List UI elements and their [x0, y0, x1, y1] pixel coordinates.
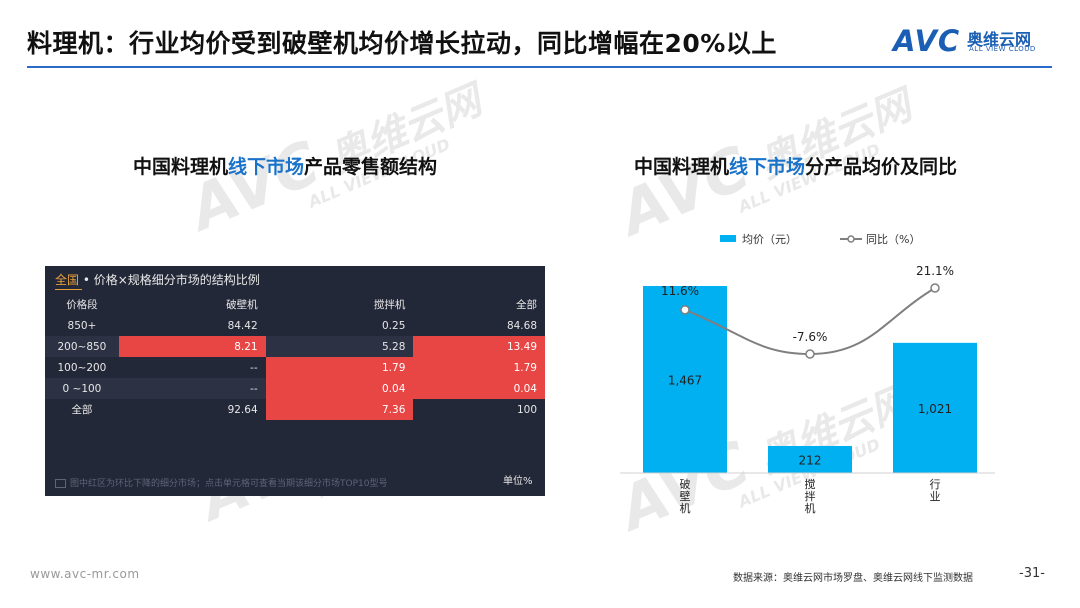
structure-table: 价格段 破壁机 搅拌机 全部 850+ 84.42 0.25 84.68 200~850…	[45, 294, 545, 420]
table-row: 200~850 8.21 5.28 13.49	[45, 336, 545, 357]
table-row: 全部 92.64 7.36 100	[45, 399, 545, 420]
yoy-point	[680, 305, 690, 315]
col-header: 搅拌机	[373, 299, 406, 311]
row-label: 100~200	[57, 361, 107, 374]
table-cell[interactable]: 0.25	[382, 319, 406, 332]
legend-bar-swatch	[720, 235, 736, 242]
bar-value-label: 1,467	[668, 374, 702, 388]
page-title: 料理机：行业均价受到破壁机均价增长拉动，同比增幅在20%以上	[27, 29, 777, 58]
table-cell[interactable]: 84.68	[506, 319, 537, 332]
legend-line-label: 同比（%）	[866, 233, 920, 246]
right-chart-title: 中国料理机线下市场分产品均价及同比	[634, 156, 958, 178]
col-header: 破壁机	[226, 299, 258, 311]
table-cell[interactable]: 92.64	[227, 403, 258, 416]
yoy-label: -7.6%	[793, 330, 828, 344]
table-cell[interactable]: 84.42	[227, 319, 258, 332]
category-label: 破壁机	[680, 477, 691, 515]
logo-cn: 奥维云网	[967, 30, 1032, 49]
legend-line-marker	[847, 235, 855, 243]
yoy-label: 11.6%	[661, 284, 699, 298]
col-header: 全部	[516, 299, 537, 311]
structure-panel: 全国 • 价格×规格细分市场的结构比例 价格段 破壁机 搅拌机 全部 850+ 8…	[45, 266, 545, 496]
table-cell[interactable]: --	[118, 378, 266, 399]
data-source: 数据来源：奥维云网市场罗盘、奥维云网线下监测数据	[733, 573, 973, 584]
table-header-row: 价格段 破壁机 搅拌机 全部	[45, 294, 545, 315]
bar	[768, 445, 852, 473]
table-cell[interactable]: 100	[516, 403, 537, 416]
price-chart: 均价（元） 同比（%） 1,467 212 1,021 破壁机 搅拌机 行业 11.6% -7.6…	[620, 233, 995, 515]
row-label: 全部	[71, 404, 93, 416]
bar	[893, 342, 977, 473]
logo-en: ALL VIEW CLOUD	[969, 45, 1036, 53]
table-cell[interactable]: 0.04	[265, 378, 414, 399]
table-cell[interactable]: 13.49	[413, 336, 545, 357]
avc-logo: AVC 奥维云网 ALL VIEW CLOUD	[893, 24, 1055, 58]
bar	[643, 286, 727, 473]
row-label: 850+	[67, 319, 97, 332]
region-selector[interactable]: 全国	[55, 273, 80, 287]
table-cell[interactable]: 8.21	[118, 336, 266, 357]
unit-label: 单位%	[503, 476, 533, 487]
yoy-point	[930, 283, 940, 293]
category-label: 搅拌机	[805, 477, 816, 515]
comment-icon	[55, 479, 66, 488]
logo-mark: AVC	[893, 24, 961, 58]
bar-value-label: 212	[799, 453, 822, 467]
panel-footnote: 图中红区为环比下降的细分市场；点击单元格可查看当期该细分市场TOP10型号	[55, 476, 387, 489]
legend-bar-label: 均价（元）	[742, 233, 797, 246]
page-number: -31-	[1019, 566, 1045, 581]
panel-title: • 价格×规格细分市场的结构比例	[79, 273, 260, 287]
yoy-label: 21.1%	[916, 264, 954, 278]
bar-value-label: 1,021	[918, 402, 952, 416]
left-chart-title: 中国料理机线下市场产品零售额结构	[133, 156, 438, 178]
table-cell[interactable]: 1.79	[413, 357, 545, 378]
table-cell[interactable]: 5.28	[265, 336, 414, 357]
category-label: 行业	[930, 478, 941, 503]
table-row: 100~200 -- 1.79 1.79	[45, 357, 545, 378]
panel-header: 全国 • 价格×规格细分市场的结构比例	[55, 271, 260, 290]
table-row: 0 ~100 -- 0.04 0.04	[45, 378, 545, 399]
table-cell[interactable]: --	[250, 361, 258, 374]
table-cell[interactable]: 7.36	[265, 399, 414, 420]
row-label: 200~850	[45, 336, 119, 357]
table-cell[interactable]: 0.04	[413, 378, 545, 399]
title-divider	[27, 66, 1052, 68]
row-label: 0 ~100	[45, 378, 119, 399]
table-row: 850+ 84.42 0.25 84.68	[45, 315, 545, 336]
col-header: 价格段	[66, 299, 98, 311]
footer-url[interactable]: www.avc-mr.com	[30, 567, 140, 581]
yoy-point	[805, 349, 815, 359]
table-cell[interactable]: 1.79	[265, 357, 414, 378]
